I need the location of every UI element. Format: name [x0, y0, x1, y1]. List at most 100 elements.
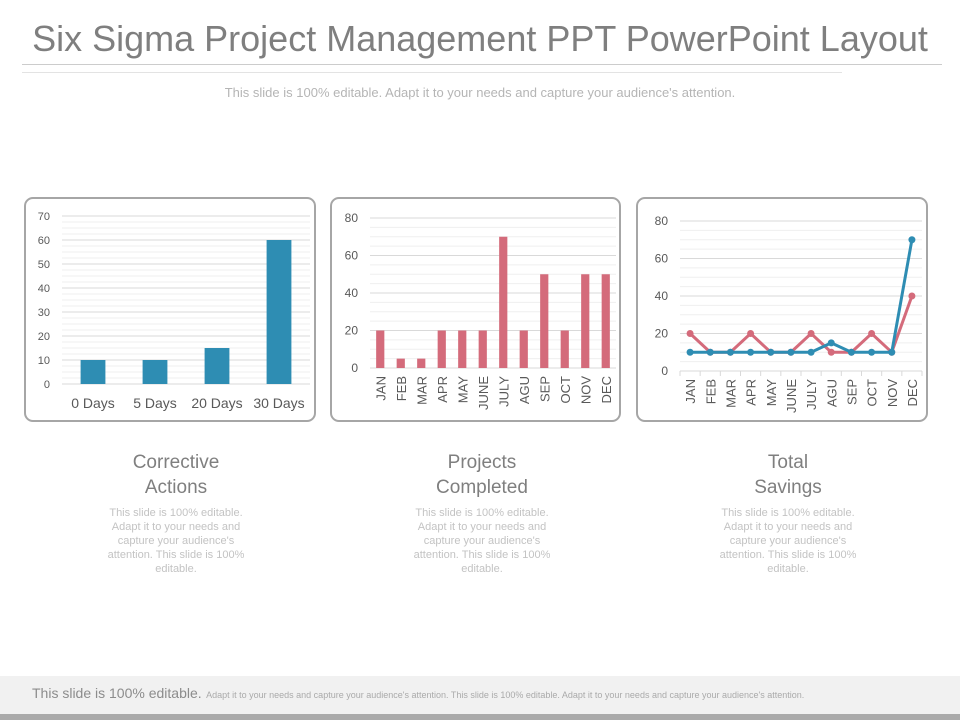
data-point	[868, 330, 876, 337]
y-tick-label: 30	[38, 307, 50, 319]
data-point	[747, 348, 755, 356]
bar	[376, 330, 385, 368]
x-tick-label: 5 Days	[133, 395, 177, 411]
y-tick-label: 70	[38, 211, 50, 223]
bar	[560, 330, 569, 368]
caption-title: Completed	[436, 477, 528, 498]
footer-lead: This slide is 100% editable.	[32, 685, 202, 701]
y-tick-label: 20	[38, 331, 50, 343]
bar	[142, 360, 168, 384]
x-tick-label: NOV	[885, 379, 900, 408]
y-tick-label: 80	[655, 214, 669, 228]
caption-title: Projects	[447, 452, 517, 473]
bar	[458, 330, 467, 368]
x-tick-label: MAR	[414, 376, 429, 405]
bar	[581, 274, 590, 368]
x-tick-label: JUNE	[784, 379, 799, 413]
x-tick-label: JULY	[496, 376, 511, 407]
caption-title: Total	[767, 452, 809, 473]
line-chart-total-savings: 0 20 40 60 80 JAN FEB MAR APR MAY JUNE JULY AGU SEP OC…	[655, 214, 923, 413]
x-tick-label: 30 Days	[253, 395, 304, 411]
caption-projects-completed: Projects Completed This slide is 100% edi…	[382, 450, 582, 576]
caption-body: This slide is 100% editable. Adapt it to…	[107, 507, 245, 575]
x-tick-label: OCT	[558, 376, 573, 404]
bar-chart-projects-completed: 0 20 40 60 80 JAN FEB MAR APR MAY JUNE JULY AGU SEP OC…	[345, 211, 616, 410]
bar	[80, 360, 106, 384]
x-tick-label: AGU	[824, 379, 839, 407]
y-tick-label: 20	[655, 327, 669, 341]
y-tick-label: 80	[345, 211, 359, 225]
y-tick-label: 0	[661, 364, 668, 378]
bar	[204, 348, 230, 384]
data-point	[726, 348, 734, 356]
data-point	[888, 348, 896, 356]
subtitle: This slide is 100% editable. Adapt it to…	[224, 85, 736, 100]
data-point	[706, 348, 714, 356]
x-tick-label: MAY	[764, 379, 779, 407]
bar	[266, 240, 292, 384]
caption-body: This slide is 100% editable. Adapt it to…	[719, 507, 857, 575]
divider	[22, 64, 942, 65]
x-tick-label: DEC	[905, 379, 920, 406]
data-point	[807, 330, 815, 337]
x-tick-label: AGU	[517, 376, 532, 404]
data-point	[787, 348, 795, 356]
bottom-bar	[0, 714, 960, 720]
caption-title: Actions	[144, 477, 208, 498]
x-tick-label: JAN	[373, 376, 388, 401]
data-point	[686, 348, 694, 356]
y-tick-label: 0	[44, 379, 50, 391]
data-point	[747, 330, 755, 337]
data-point	[807, 348, 815, 356]
bar	[437, 330, 446, 368]
bar	[499, 236, 508, 368]
bar	[519, 330, 528, 368]
x-tick-label: FEB	[703, 379, 718, 404]
x-tick-label: SEP	[844, 379, 859, 405]
x-tick-label: MAY	[455, 376, 470, 404]
x-tick-label: SEP	[537, 376, 552, 402]
y-tick-label: 40	[655, 289, 669, 303]
x-tick-label: MAR	[723, 379, 738, 408]
y-tick-label: 60	[655, 252, 669, 266]
y-tick-label: 40	[38, 283, 50, 295]
x-tick-label: JUNE	[476, 376, 491, 410]
caption-title: Savings	[754, 477, 822, 498]
y-tick-label: 10	[38, 355, 50, 367]
x-tick-label: NOV	[578, 376, 593, 405]
data-point	[827, 339, 835, 347]
bar	[478, 330, 487, 368]
footer-text: Adapt it to your needs and capture your …	[206, 690, 805, 700]
data-point	[847, 348, 855, 356]
y-tick-label: 20	[345, 324, 359, 338]
bar-chart-corrective-actions: 0 10 20 30 40 50 60 70 0 Days 5 Days 20 Days 30 Day…	[38, 211, 310, 411]
x-tick-label: 20 Days	[191, 395, 242, 411]
bar	[417, 358, 426, 368]
y-tick-label: 60	[38, 235, 50, 247]
y-tick-label: 60	[345, 249, 359, 263]
bar	[540, 274, 549, 368]
data-point	[767, 348, 775, 356]
x-tick-label: JAN	[683, 379, 698, 404]
x-tick-label: OCT	[865, 379, 880, 407]
data-point	[686, 330, 694, 337]
x-tick-label: JULY	[804, 379, 819, 410]
divider	[22, 72, 842, 73]
x-tick-label: 0 Days	[71, 395, 115, 411]
caption-corrective-actions: Corrective Actions This slide is 100% edi…	[76, 450, 276, 576]
x-tick-label: FEB	[394, 376, 409, 401]
bar	[396, 358, 405, 368]
y-tick-label: 0	[351, 361, 358, 375]
data-point	[908, 236, 916, 244]
caption-body: This slide is 100% editable. Adapt it to…	[413, 507, 551, 575]
data-point	[827, 348, 835, 356]
chart-panel-corrective-actions: 0 10 20 30 40 50 60 70 0 Days 5 Days 20 Days 30 Day…	[24, 197, 316, 422]
x-tick-label: DEC	[599, 376, 614, 403]
data-point	[908, 292, 916, 300]
bar	[601, 274, 610, 368]
caption-total-savings: Total Savings This slide is 100% editable…	[688, 450, 888, 576]
chart-panel-total-savings: 0 20 40 60 80 JAN FEB MAR APR MAY JUNE JULY AGU SEP OC…	[636, 197, 928, 422]
data-point	[868, 348, 876, 356]
x-tick-label: APR	[744, 379, 759, 406]
footer: This slide is 100% editable. Adapt it to…	[0, 676, 960, 714]
